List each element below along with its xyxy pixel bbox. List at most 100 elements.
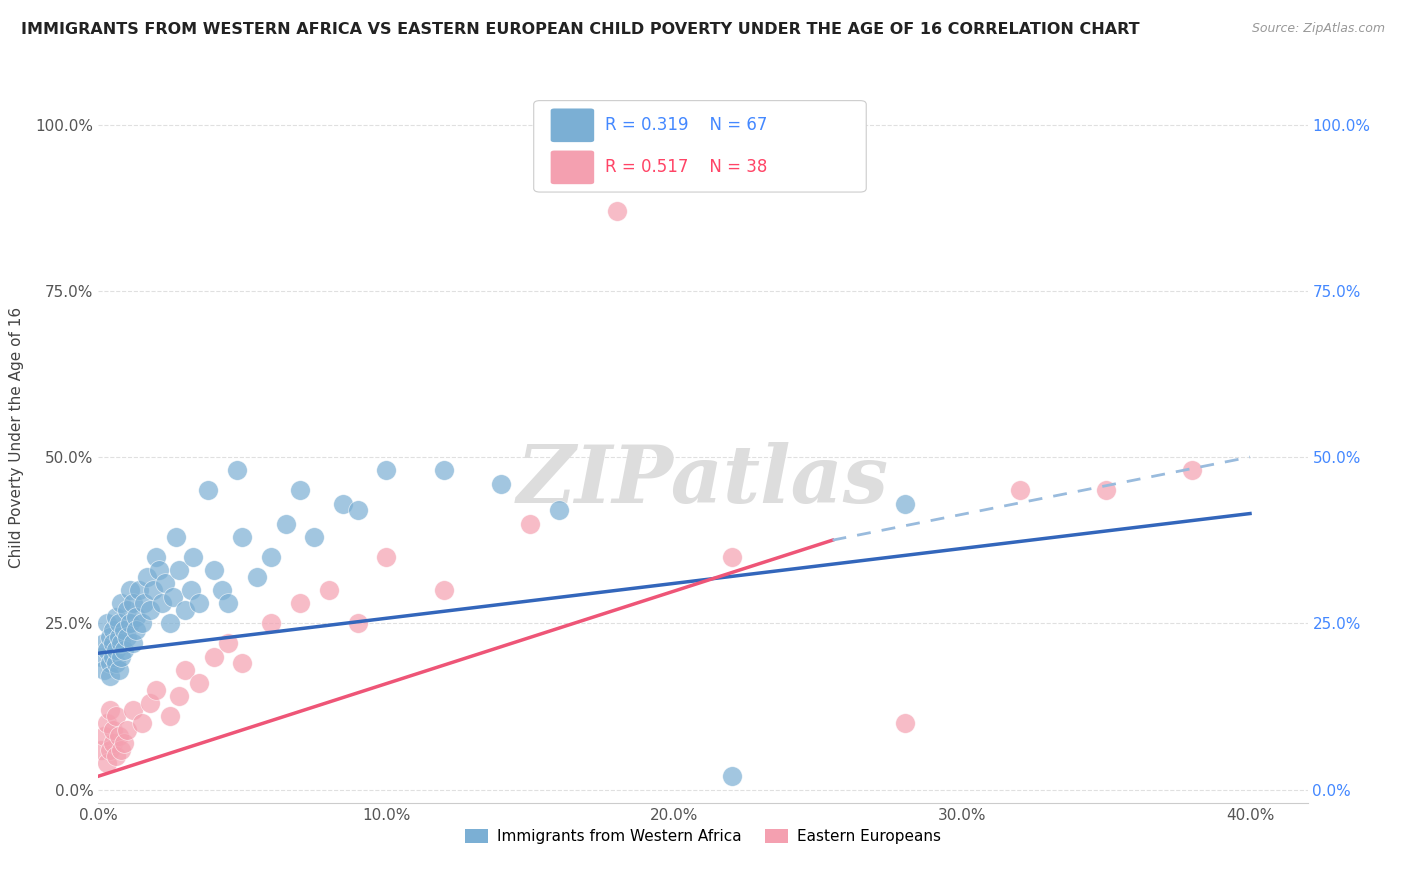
Point xyxy=(125,623,148,637)
Point xyxy=(491,476,513,491)
Point xyxy=(136,570,159,584)
Point xyxy=(101,723,124,737)
Point xyxy=(112,736,135,750)
Point xyxy=(101,636,124,650)
Point xyxy=(107,729,129,743)
Point xyxy=(318,582,340,597)
Point xyxy=(122,703,145,717)
FancyBboxPatch shape xyxy=(551,151,595,184)
Point xyxy=(375,463,398,477)
Point xyxy=(346,616,368,631)
Point xyxy=(183,549,205,564)
Point xyxy=(93,729,115,743)
Point xyxy=(101,736,124,750)
Point xyxy=(122,636,145,650)
FancyBboxPatch shape xyxy=(551,109,595,142)
Point xyxy=(231,656,253,670)
Point xyxy=(159,709,181,723)
Point xyxy=(115,723,138,737)
Point xyxy=(217,636,239,650)
Point xyxy=(167,690,190,704)
Point xyxy=(142,582,165,597)
Point xyxy=(104,609,127,624)
Point xyxy=(1008,483,1031,498)
Point xyxy=(180,582,202,597)
Point xyxy=(606,204,628,219)
Point xyxy=(225,463,247,477)
Point xyxy=(145,682,167,697)
Point xyxy=(98,630,121,644)
Point xyxy=(96,716,118,731)
Point xyxy=(98,742,121,756)
Point xyxy=(90,742,112,756)
Point xyxy=(110,649,132,664)
Point xyxy=(548,503,571,517)
Point xyxy=(274,516,297,531)
Text: IMMIGRANTS FROM WESTERN AFRICA VS EASTERN EUROPEAN CHILD POVERTY UNDER THE AGE O: IMMIGRANTS FROM WESTERN AFRICA VS EASTER… xyxy=(21,22,1140,37)
Point xyxy=(162,590,184,604)
Text: R = 0.517    N = 38: R = 0.517 N = 38 xyxy=(605,159,768,177)
Point xyxy=(260,549,283,564)
Point xyxy=(112,623,135,637)
Point xyxy=(1181,463,1204,477)
Point xyxy=(112,643,135,657)
Point xyxy=(101,623,124,637)
Point xyxy=(188,676,211,690)
Point xyxy=(288,483,311,498)
Point xyxy=(93,636,115,650)
Point xyxy=(104,643,127,657)
Point xyxy=(110,596,132,610)
Point xyxy=(139,603,162,617)
Point xyxy=(159,616,181,631)
Point xyxy=(720,769,742,783)
Point xyxy=(115,630,138,644)
Point xyxy=(93,663,115,677)
Point xyxy=(893,497,915,511)
Point xyxy=(120,616,142,631)
Point xyxy=(217,596,239,610)
Point xyxy=(104,709,127,723)
Point xyxy=(120,582,142,597)
Point xyxy=(125,609,148,624)
Point xyxy=(96,616,118,631)
Point xyxy=(246,570,269,584)
Point xyxy=(107,663,129,677)
Y-axis label: Child Poverty Under the Age of 16: Child Poverty Under the Age of 16 xyxy=(10,307,24,567)
Point xyxy=(122,596,145,610)
Point xyxy=(153,576,176,591)
Point xyxy=(375,549,398,564)
Text: R = 0.319    N = 67: R = 0.319 N = 67 xyxy=(605,116,768,135)
Point xyxy=(104,656,127,670)
Text: Source: ZipAtlas.com: Source: ZipAtlas.com xyxy=(1251,22,1385,36)
Point xyxy=(332,497,354,511)
Point xyxy=(148,563,170,577)
Point xyxy=(98,656,121,670)
Text: ZIPatlas: ZIPatlas xyxy=(517,442,889,520)
Point xyxy=(211,582,233,597)
Point xyxy=(107,616,129,631)
Point xyxy=(173,603,195,617)
Point xyxy=(433,582,456,597)
Point xyxy=(98,703,121,717)
Point xyxy=(96,756,118,770)
Point xyxy=(134,596,156,610)
Point xyxy=(101,649,124,664)
Point xyxy=(231,530,253,544)
Point xyxy=(188,596,211,610)
Point xyxy=(150,596,173,610)
Point xyxy=(104,749,127,764)
Point xyxy=(720,549,742,564)
Point xyxy=(131,616,153,631)
Point xyxy=(346,503,368,517)
Point xyxy=(131,716,153,731)
Point xyxy=(519,516,541,531)
Point xyxy=(167,563,190,577)
Point xyxy=(288,596,311,610)
Point xyxy=(304,530,326,544)
Point xyxy=(139,696,162,710)
Point xyxy=(202,563,225,577)
Point xyxy=(128,582,150,597)
Point xyxy=(1095,483,1118,498)
Point xyxy=(96,643,118,657)
Point xyxy=(202,649,225,664)
